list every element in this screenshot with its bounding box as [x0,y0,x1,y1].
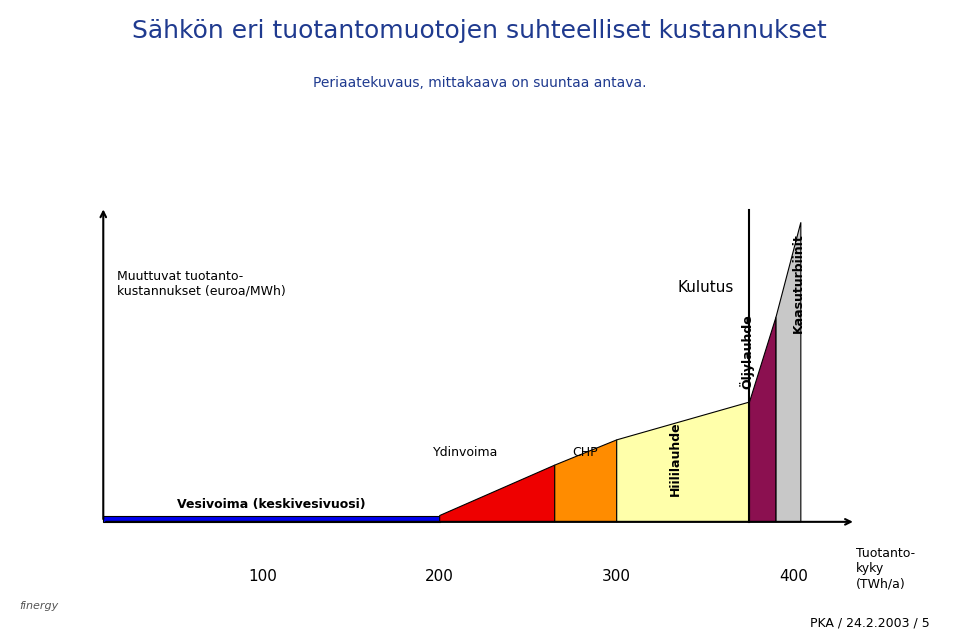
Text: Hiililauhde: Hiililauhde [669,422,682,496]
Text: CHP: CHP [572,446,597,459]
Text: PKA / 24.2.2003 / 5: PKA / 24.2.2003 / 5 [810,617,930,630]
Polygon shape [750,317,776,522]
Text: Tuotanto-
kyky
(TWh/a): Tuotanto- kyky (TWh/a) [855,547,915,590]
Text: Öljylauhde: Öljylauhde [739,315,755,389]
Polygon shape [104,516,439,522]
Text: Periaatekuvaus, mittakaava on suuntaa antava.: Periaatekuvaus, mittakaava on suuntaa an… [313,76,646,90]
Text: Muuttuvat tuotanto-
kustannukset (euroa/MWh): Muuttuvat tuotanto- kustannukset (euroa/… [117,270,286,298]
Text: Sähkön eri tuotantomuotojen suhteelliset kustannukset: Sähkön eri tuotantomuotojen suhteelliset… [132,19,827,43]
Text: Kulutus: Kulutus [677,280,734,295]
Text: finergy: finergy [19,600,58,611]
Polygon shape [617,402,750,522]
Text: Ydinvoima: Ydinvoima [433,446,498,459]
Polygon shape [554,440,617,522]
Polygon shape [776,223,801,522]
Text: Kaasuturbiinit: Kaasuturbiinit [791,233,805,333]
Text: Vesivoima (keskivesivuosi): Vesivoima (keskivesivuosi) [177,498,365,511]
Polygon shape [439,465,554,522]
